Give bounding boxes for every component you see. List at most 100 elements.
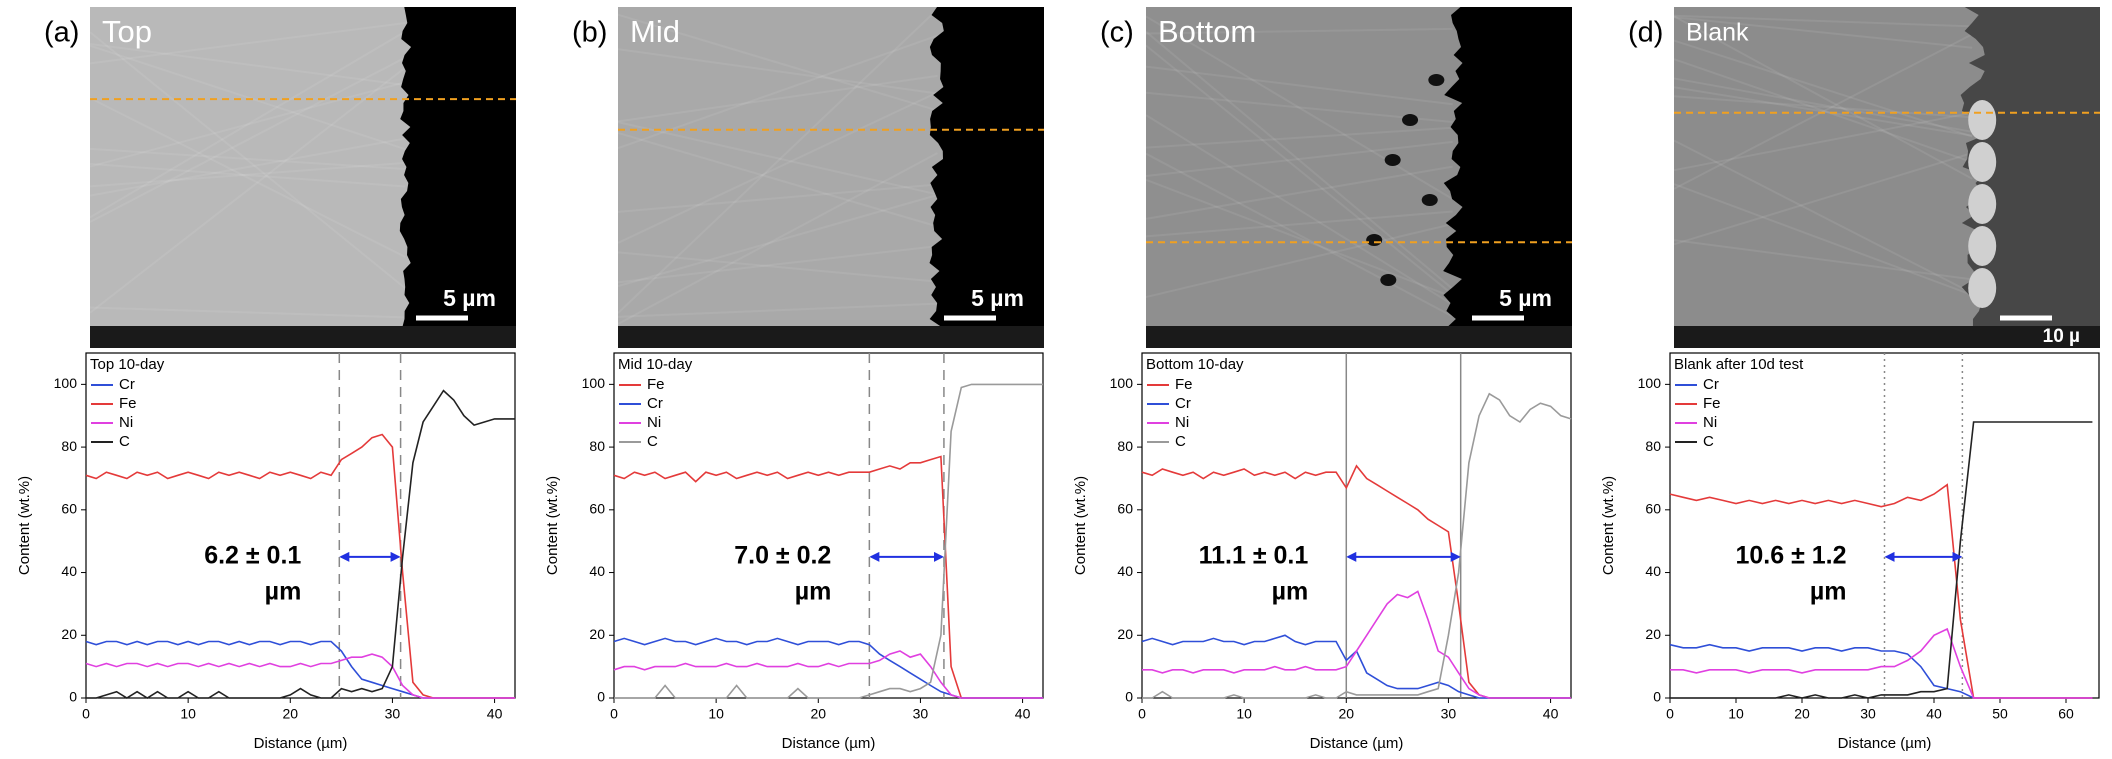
scale-bar-label: 5 µm <box>443 285 496 311</box>
panel-label: (c) <box>1100 17 1134 49</box>
image-texture <box>617 91 938 244</box>
image-texture <box>617 152 938 325</box>
series-line <box>613 650 1043 699</box>
image-info-band <box>618 326 1044 348</box>
image-texture <box>89 137 406 197</box>
y-tick-label: 80 <box>61 438 77 454</box>
image-texture <box>1673 183 1973 297</box>
y-tick-label: 20 <box>589 626 605 642</box>
x-tick-label: 40 <box>487 706 503 722</box>
image-texture <box>617 74 938 123</box>
plot-frame <box>613 352 1044 699</box>
x-tick-label: 20 <box>810 706 826 722</box>
x-axis-label: Distance (µm) <box>1310 735 1404 752</box>
pore <box>1384 154 1401 166</box>
y-tick-label: 80 <box>1117 438 1133 454</box>
image-info-band <box>1674 326 2100 348</box>
y-tick-label: 0 <box>69 689 77 705</box>
x-tick-label: 40 <box>1543 706 1559 722</box>
x-tick-label: 20 <box>1338 706 1354 722</box>
scale-bar-label: 5 µm <box>971 285 1024 311</box>
panel-label: (b) <box>572 17 607 49</box>
image-texture <box>1673 39 1973 138</box>
image-texture <box>1673 14 1973 28</box>
image-texture <box>89 161 406 188</box>
pore <box>1366 234 1383 246</box>
image-texture <box>617 251 938 283</box>
image-title: Bottom <box>1158 14 1256 49</box>
image-texture <box>1673 58 1973 164</box>
image-texture <box>89 147 406 171</box>
series-line <box>86 389 515 699</box>
y-axis-label: Content (wt.%) <box>544 476 561 575</box>
image-texture <box>89 42 406 87</box>
image-texture <box>1673 33 1973 190</box>
legend-label: Cr <box>119 376 135 393</box>
legend-label: C <box>647 433 658 450</box>
particle <box>1968 268 1997 308</box>
x-tick-label: 0 <box>610 706 618 722</box>
image-texture <box>1673 15 1973 180</box>
plot-frame <box>1141 352 1572 699</box>
image-texture <box>1145 178 1454 298</box>
image-texture <box>1145 222 1453 299</box>
y-tick-label: 60 <box>1117 501 1133 517</box>
legend-label: C <box>1175 433 1186 450</box>
legend-label: C <box>1703 433 1714 450</box>
image-texture <box>1673 16 1973 49</box>
y-axis-label: Content (wt.%) <box>1072 476 1089 575</box>
image-texture <box>89 30 406 219</box>
image-texture <box>89 31 406 290</box>
thickness-label: µm <box>1272 577 1309 605</box>
image-info-band <box>90 326 516 348</box>
x-tick-label: 10 <box>180 706 196 722</box>
image-texture <box>89 97 406 258</box>
particle <box>1968 226 1997 266</box>
y-tick-label: 40 <box>1117 563 1133 579</box>
x-tick-label: 30 <box>1860 706 1876 722</box>
legend-title: Bottom 10-day <box>1146 356 1244 373</box>
panel-label: (d) <box>1628 17 1663 49</box>
series-line <box>1670 627 2093 699</box>
panel-label: (a) <box>44 17 79 49</box>
thickness-label: 6.2 ± 0.1 <box>204 541 301 569</box>
legend-label: Ni <box>1175 414 1189 431</box>
legend-label: Fe <box>647 376 665 393</box>
x-axis-label: Distance (µm) <box>1838 735 1932 752</box>
pore <box>1428 74 1445 86</box>
image-info-band <box>1146 326 1572 348</box>
image-texture <box>617 13 938 112</box>
legend-label: Ni <box>647 414 661 431</box>
particle <box>1968 142 1997 182</box>
legend-label: Fe <box>1175 376 1193 393</box>
thickness-label: µm <box>1810 577 1847 605</box>
pore <box>1421 194 1438 206</box>
legend-label: Cr <box>1175 395 1191 412</box>
image-texture <box>89 22 406 65</box>
series-line <box>614 383 1043 699</box>
y-tick-label: 20 <box>1645 626 1661 642</box>
legend-label: Fe <box>1703 395 1721 412</box>
thickness-label: µm <box>265 577 302 605</box>
image-title: Blank <box>1686 19 1749 47</box>
x-tick-label: 30 <box>1441 706 1457 722</box>
image-texture <box>1145 27 1453 35</box>
image-texture <box>1145 91 1453 124</box>
image-texture <box>1673 239 1973 281</box>
pore <box>1402 114 1419 126</box>
image-texture <box>89 162 406 188</box>
legend-title: Blank after 10d test <box>1674 356 1804 373</box>
legend-label: Cr <box>1703 376 1719 393</box>
image-texture <box>617 131 938 228</box>
thickness-label: 10.6 ± 1.2 <box>1735 541 1846 569</box>
image-texture <box>89 56 406 223</box>
y-tick-label: 0 <box>1125 689 1133 705</box>
image-texture <box>617 121 938 196</box>
x-tick-label: 60 <box>2058 706 2074 722</box>
x-axis-label: Distance (µm) <box>254 735 348 752</box>
thickness-label: µm <box>795 577 832 605</box>
x-tick-label: 10 <box>1728 706 1744 722</box>
y-tick-label: 40 <box>61 563 77 579</box>
y-tick-label: 20 <box>61 626 77 642</box>
